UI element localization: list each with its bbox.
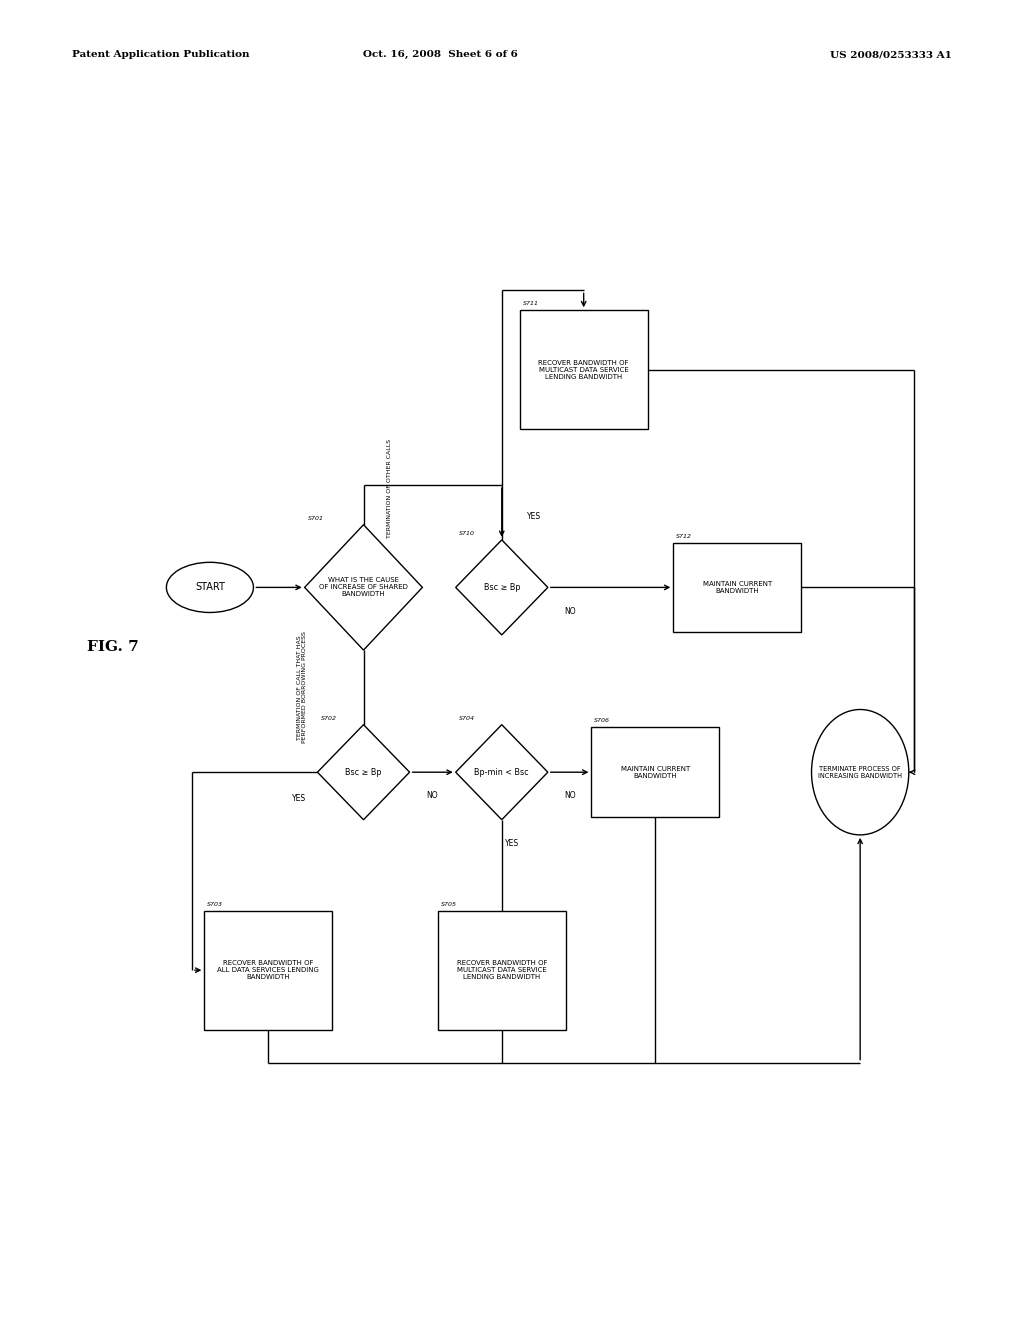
Text: NO: NO xyxy=(426,792,438,800)
Text: S704: S704 xyxy=(459,715,475,721)
Polygon shape xyxy=(317,725,410,820)
Text: YES: YES xyxy=(527,512,542,520)
Text: TERMINATION OF OTHER CALLS: TERMINATION OF OTHER CALLS xyxy=(387,438,391,539)
Text: MAINTAIN CURRENT
BANDWIDTH: MAINTAIN CURRENT BANDWIDTH xyxy=(702,581,772,594)
Text: US 2008/0253333 A1: US 2008/0253333 A1 xyxy=(830,50,952,59)
Text: NO: NO xyxy=(564,607,577,615)
Text: RECOVER BANDWIDTH OF
ALL DATA SERVICES LENDING
BANDWIDTH: RECOVER BANDWIDTH OF ALL DATA SERVICES L… xyxy=(217,960,319,981)
Text: Bsc ≥ Bp: Bsc ≥ Bp xyxy=(483,583,520,591)
Bar xyxy=(674,543,801,632)
Bar xyxy=(438,911,565,1030)
Text: START: START xyxy=(195,582,225,593)
Text: S706: S706 xyxy=(594,718,610,723)
Text: FIG. 7: FIG. 7 xyxy=(87,640,139,653)
Text: Bsc ≥ Bp: Bsc ≥ Bp xyxy=(345,768,382,776)
Text: MAINTAIN CURRENT
BANDWIDTH: MAINTAIN CURRENT BANDWIDTH xyxy=(621,766,690,779)
Text: S711: S711 xyxy=(522,301,539,306)
Bar xyxy=(519,310,647,429)
Text: S703: S703 xyxy=(207,902,223,907)
Text: RECOVER BANDWIDTH OF
MULTICAST DATA SERVICE
LENDING BANDWIDTH: RECOVER BANDWIDTH OF MULTICAST DATA SERV… xyxy=(457,960,547,981)
Polygon shape xyxy=(456,540,548,635)
Text: RECOVER BANDWIDTH OF
MULTICAST DATA SERVICE
LENDING BANDWIDTH: RECOVER BANDWIDTH OF MULTICAST DATA SERV… xyxy=(539,359,629,380)
Text: S712: S712 xyxy=(676,533,692,539)
Text: S702: S702 xyxy=(321,715,337,721)
Text: TERMINATION OF CALL THAT HAS
PERFORMED BORROWING PROCESS: TERMINATION OF CALL THAT HAS PERFORMED B… xyxy=(297,631,307,743)
Polygon shape xyxy=(456,725,548,820)
Text: YES: YES xyxy=(292,795,306,803)
Text: S710: S710 xyxy=(459,531,475,536)
Text: WHAT IS THE CAUSE
OF INCREASE OF SHARED
BANDWIDTH: WHAT IS THE CAUSE OF INCREASE OF SHARED … xyxy=(319,577,408,598)
Text: Patent Application Publication: Patent Application Publication xyxy=(72,50,249,59)
Text: NO: NO xyxy=(564,792,577,800)
Bar xyxy=(592,727,719,817)
Ellipse shape xyxy=(811,710,909,836)
Text: S701: S701 xyxy=(307,516,324,520)
Polygon shape xyxy=(305,524,422,649)
Bar xyxy=(205,911,332,1030)
Ellipse shape xyxy=(166,562,254,612)
Text: Bp-min < Bsc: Bp-min < Bsc xyxy=(474,768,529,776)
Text: YES: YES xyxy=(505,840,519,847)
Text: TERMINATE PROCESS OF
INCREASING BANDWIDTH: TERMINATE PROCESS OF INCREASING BANDWIDT… xyxy=(818,766,902,779)
Text: Oct. 16, 2008  Sheet 6 of 6: Oct. 16, 2008 Sheet 6 of 6 xyxy=(362,50,518,59)
Text: S705: S705 xyxy=(440,902,457,907)
